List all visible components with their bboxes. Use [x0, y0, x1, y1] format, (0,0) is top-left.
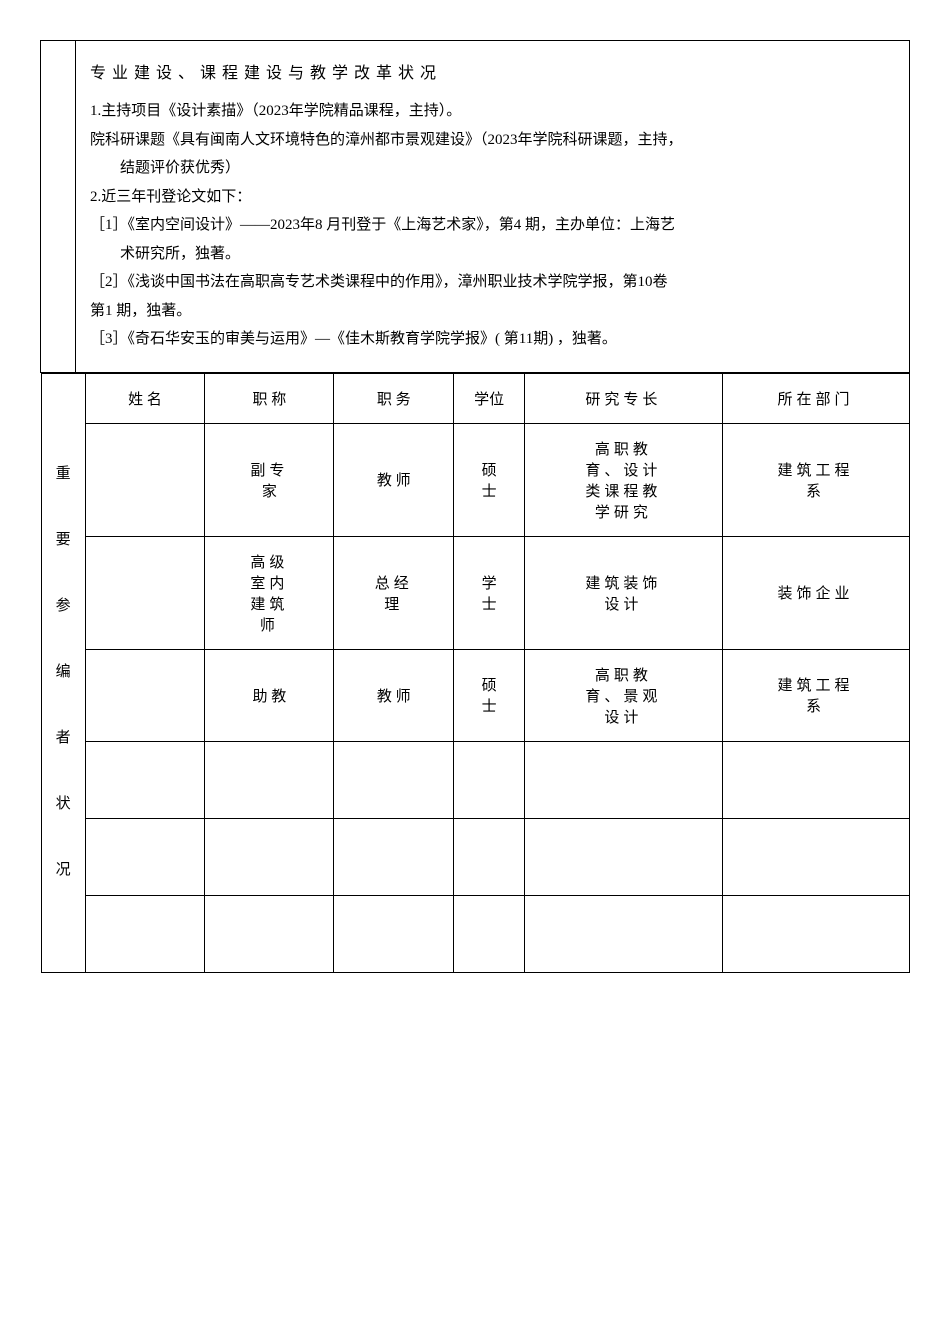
text-line: 1.主持项目《设计素描》（2023年学院精品课程，主持）。 — [90, 97, 895, 126]
empty-cell — [205, 741, 334, 818]
document-outer-table: 专业建设、课程建设与教学改革状况 1.主持项目《设计素描》（2023年学院精品课… — [40, 40, 910, 973]
cell-title: 助 教 — [205, 649, 334, 741]
empty-cell — [722, 895, 909, 972]
empty-cell — [85, 741, 204, 818]
ref-line: ［1］《室内空间设计》——2023年8 月刊登于《上海艺术家》，第4 期，主办单… — [90, 211, 895, 240]
ref-line: 术研究所，独著。 — [90, 240, 895, 269]
top-section-cell: 专业建设、课程建设与教学改革状况 1.主持项目《设计素描》（2023年学院精品课… — [76, 41, 910, 373]
cell-research: 高职教育、设计类课程教学研究 — [525, 423, 722, 536]
col-header-title: 职 称 — [205, 373, 334, 423]
col-header-degree: 学位 — [453, 373, 524, 423]
table-row: 高级室内建筑师 总经理 学士 建筑装饰设计 装饰企业 — [41, 536, 909, 649]
side-label-text: 重要参编者状况 — [48, 458, 79, 887]
ref-line: ［2］《浅谈中国书法在高职高专艺术类课程中的作用》，漳州职业技术学院学报，第10… — [90, 268, 895, 297]
col-header-research: 研究专长 — [525, 373, 722, 423]
cell-research: 高职教育、景观设计 — [525, 649, 722, 741]
cell-duty: 总经理 — [334, 536, 454, 649]
cell-title: 高级室内建筑师 — [205, 536, 334, 649]
cell-dept: 建筑工程系 — [722, 649, 909, 741]
cell-title: 副专家 — [205, 423, 334, 536]
empty-cell — [334, 741, 454, 818]
table-row: 助 教 教 师 硕士 高职教育、景观设计 建筑工程系 — [41, 649, 909, 741]
cell-name — [85, 536, 204, 649]
empty-cell — [85, 818, 204, 895]
table-header-row: 重要参编者状况 姓 名 职 称 职 务 学位 研究专长 所在部门 — [41, 373, 909, 423]
text-line: 院科研课题《具有闽南人文环境特色的漳州都市景观建设》（2023年学院科研课题，主… — [90, 126, 895, 155]
empty-cell — [525, 741, 722, 818]
cell-dept: 建筑工程系 — [722, 423, 909, 536]
empty-cell — [722, 818, 909, 895]
empty-cell — [525, 818, 722, 895]
empty-cell — [453, 818, 524, 895]
empty-cell — [334, 818, 454, 895]
section-title: 专业建设、课程建设与教学改革状况 — [90, 59, 895, 83]
table-row: 副专家 教 师 硕士 高职教育、设计类课程教学研究 建筑工程系 — [41, 423, 909, 536]
table-row-empty — [41, 818, 909, 895]
cell-degree: 硕士 — [453, 423, 524, 536]
col-header-dept: 所在部门 — [722, 373, 909, 423]
text-line: 结题评价获优秀） — [90, 154, 895, 183]
ref-line: 第1 期，独著。 — [90, 297, 895, 326]
cell-duty: 教 师 — [334, 423, 454, 536]
cell-degree: 学士 — [453, 536, 524, 649]
empty-cell — [453, 895, 524, 972]
cell-duty: 教 师 — [334, 649, 454, 741]
col-header-duty: 职 务 — [334, 373, 454, 423]
empty-cell — [334, 895, 454, 972]
table-row-empty — [41, 895, 909, 972]
empty-cell — [85, 895, 204, 972]
left-spacer-cell — [41, 41, 76, 373]
cell-degree: 硕士 — [453, 649, 524, 741]
side-label-cell: 重要参编者状况 — [41, 373, 85, 972]
text-line: 2.近三年刊登论文如下： — [90, 183, 895, 212]
cell-name — [85, 423, 204, 536]
participants-table: 重要参编者状况 姓 名 职 称 职 务 学位 研究专长 所在部门 副专家 教 师… — [41, 373, 910, 973]
table-row-empty — [41, 741, 909, 818]
col-header-name: 姓 名 — [85, 373, 204, 423]
cell-research: 建筑装饰设计 — [525, 536, 722, 649]
empty-cell — [205, 895, 334, 972]
empty-cell — [525, 895, 722, 972]
empty-cell — [205, 818, 334, 895]
ref-line: ［3］《奇石华安玉的审美与运用》—《佳木斯教育学院学报》( 第11期) ，独著。 — [90, 325, 895, 354]
cell-dept: 装饰企业 — [722, 536, 909, 649]
cell-name — [85, 649, 204, 741]
empty-cell — [722, 741, 909, 818]
empty-cell — [453, 741, 524, 818]
